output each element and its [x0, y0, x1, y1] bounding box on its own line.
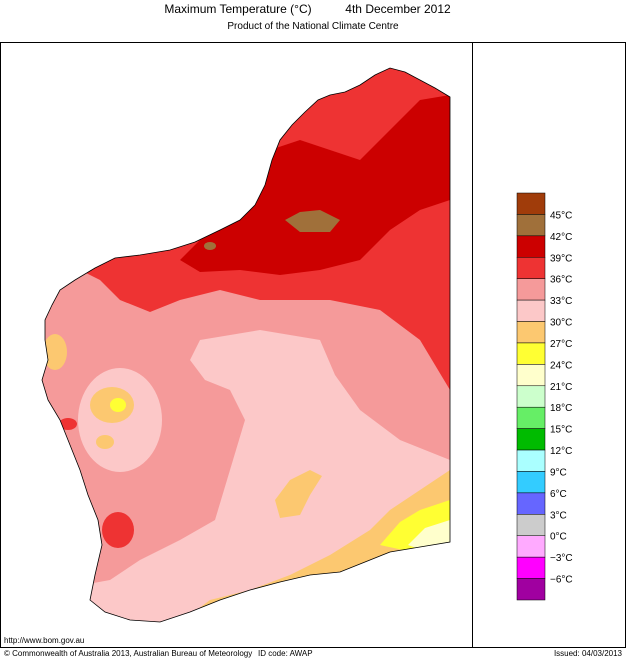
- legend-swatch: [516, 406, 546, 429]
- legend-swatch: [516, 385, 546, 408]
- url: http://www.bom.gov.au: [4, 636, 84, 645]
- id-code: ID code: AWAP: [258, 649, 313, 658]
- region-36-39: [59, 418, 77, 430]
- title: Maximum Temperature (°C): [164, 2, 311, 16]
- legend-label: 18°C: [550, 403, 572, 414]
- legend-swatch: [516, 428, 546, 451]
- legend-swatch: [516, 321, 546, 344]
- legend: 45°C 42°C 39°C 36°C 33°C 30°C 27°C 24°C 21°C 18°C…: [516, 192, 573, 601]
- legend-label: 6°C: [550, 489, 567, 500]
- region-27-30: [96, 435, 114, 449]
- legend-label: 42°C: [550, 232, 572, 243]
- copyright: © Commonwealth of Australia 2013, Austra…: [4, 649, 252, 658]
- region-24-27: [110, 398, 126, 412]
- legend-swatch: [516, 235, 546, 258]
- legend-swatch: [516, 514, 546, 536]
- legend-label: 9°C: [550, 467, 567, 478]
- legend-label: 27°C: [550, 339, 572, 350]
- legend-label: 0°C: [550, 532, 567, 543]
- legend-swatch: [516, 556, 546, 579]
- issued: Issued: 04/03/2013: [554, 649, 623, 658]
- legend-label: 15°C: [550, 425, 572, 436]
- map: [42, 68, 450, 622]
- legend-label: 12°C: [550, 446, 572, 457]
- legend-swatch: [516, 257, 546, 279]
- legend-swatch: [516, 214, 546, 237]
- legend-label: −6°C: [550, 575, 573, 586]
- subtitle: Product of the National Climate Centre: [227, 21, 399, 32]
- legend-label: 36°C: [550, 275, 572, 286]
- coastline: [41, 67, 451, 623]
- legend-swatch: [516, 364, 546, 387]
- legend-swatch: [516, 342, 546, 365]
- legend-swatch: [516, 449, 546, 472]
- legend-swatch: [516, 299, 546, 322]
- legend-label: 21°C: [550, 382, 572, 393]
- region-42-45: [285, 210, 340, 232]
- legend-swatch: [516, 492, 546, 515]
- legend-swatch: [516, 278, 546, 301]
- legend-label: 30°C: [550, 318, 572, 329]
- region-42-45: [204, 242, 216, 250]
- legend-label: 45°C: [550, 210, 572, 221]
- legend-label: 33°C: [550, 296, 572, 307]
- region-27-30: [43, 334, 67, 370]
- region-27-30: [275, 470, 322, 518]
- legend-label: 3°C: [550, 510, 567, 521]
- legend-swatch: [516, 471, 546, 494]
- legend-swatch: [516, 535, 546, 558]
- legend-label: 24°C: [550, 360, 572, 371]
- region-39-42: [180, 95, 450, 275]
- legend-swatch: [516, 578, 546, 601]
- date: 4th December 2012: [345, 2, 451, 16]
- legend-label: −3°C: [550, 553, 573, 564]
- legend-swatch: [516, 192, 546, 215]
- legend-label: 39°C: [550, 253, 572, 264]
- region-36-39: [102, 512, 134, 548]
